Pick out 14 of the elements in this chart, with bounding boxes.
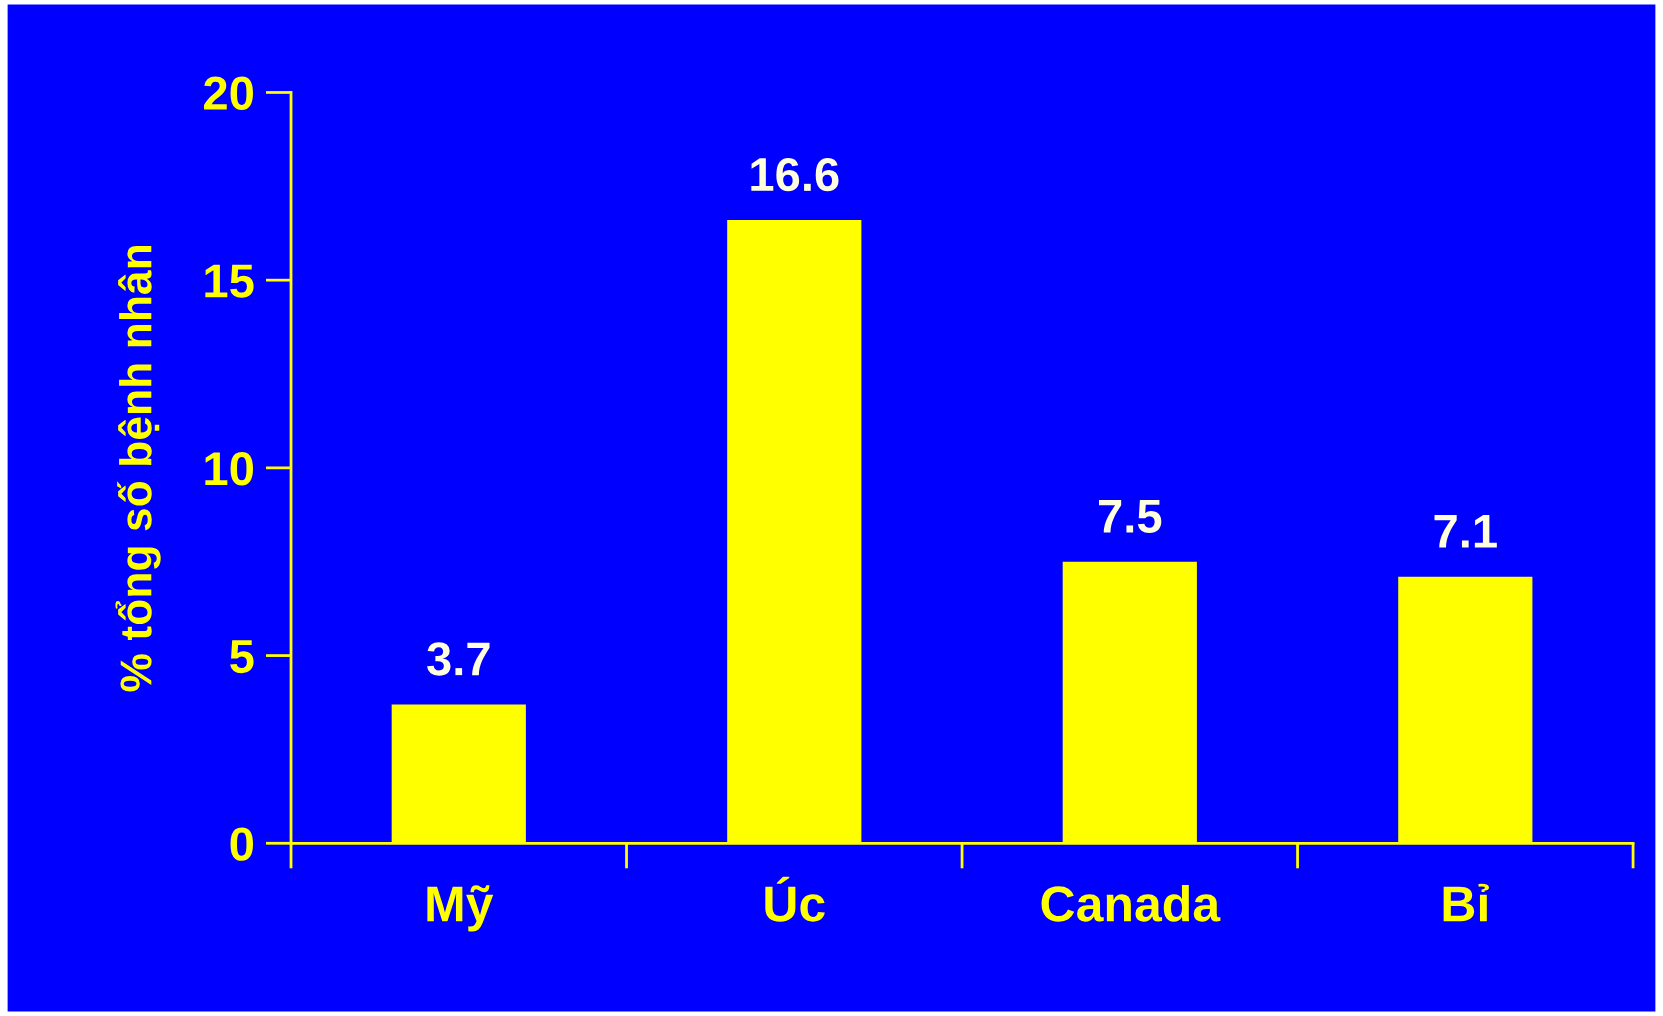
x-tick-label: Bỉ (1443, 883, 1490, 922)
y-axis-title: % tổng số bệnh nhân (115, 245, 161, 692)
x-tick-label: Úc (765, 876, 825, 922)
x-tick-label: Canada (1041, 884, 1221, 922)
y-tick-label: 15 (205, 264, 254, 298)
y-tick-label: 5 (230, 640, 254, 674)
x-tick-label: Mỹ (427, 885, 494, 932)
data-label: 3.7 (427, 642, 490, 676)
data-label: 16.6 (751, 157, 839, 192)
y-tick-label: 0 (230, 827, 253, 861)
data-label: 7.5 (1099, 499, 1162, 533)
y-tick-label: 20 (204, 76, 253, 111)
data-label: 7.1 (1434, 515, 1497, 548)
y-tick-label: 10 (205, 452, 253, 486)
